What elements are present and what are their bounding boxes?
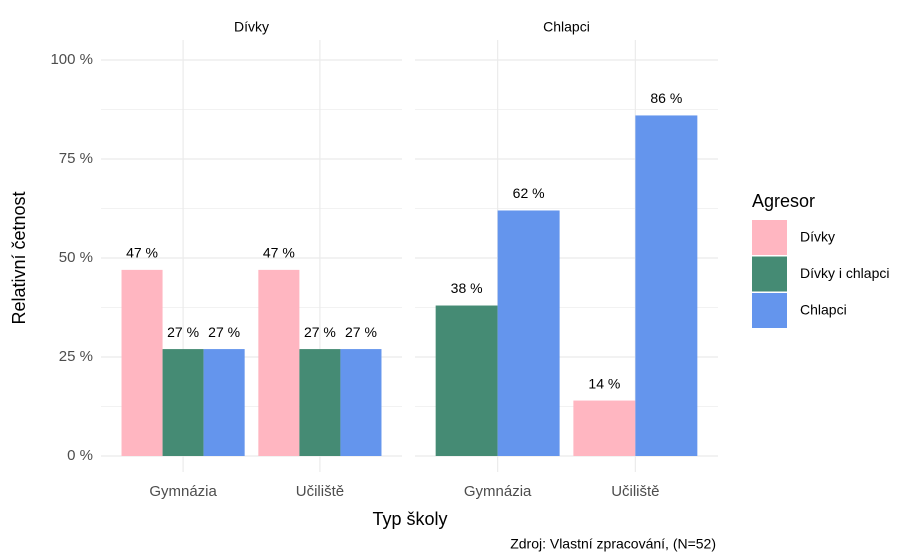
legend-swatch: [752, 220, 787, 255]
data-label: 14 %: [588, 375, 620, 391]
y-tick-label: 25 %: [59, 348, 93, 365]
bar: [121, 269, 163, 456]
legend-swatch: [752, 293, 787, 328]
bar: [635, 115, 698, 456]
data-label: 27 %: [304, 324, 336, 340]
y-tick-label: 75 %: [59, 150, 93, 167]
legend-swatch: [752, 256, 787, 292]
x-axis-label: Typ školy: [372, 509, 447, 529]
legend-title: Agresor: [752, 191, 815, 211]
bar: [258, 269, 300, 456]
y-tick-label: 50 %: [59, 249, 93, 266]
data-label: 86 %: [650, 90, 682, 106]
data-label: 27 %: [208, 324, 240, 340]
data-label: 27 %: [167, 324, 199, 340]
x-tick-label: Gymnázia: [464, 483, 532, 500]
bar: [497, 210, 560, 456]
data-label: 27 %: [345, 324, 377, 340]
legend-label: Dívky i chlapci: [800, 265, 889, 281]
legend-label: Chlapci: [800, 302, 847, 318]
x-tick-label: Učiliště: [611, 483, 659, 500]
y-tick-label: 0 %: [67, 447, 93, 464]
facet-title: Chlapci: [543, 19, 590, 35]
data-label: 38 %: [451, 280, 483, 296]
bar: [435, 305, 498, 456]
data-label: 62 %: [513, 185, 545, 201]
data-label: 47 %: [126, 245, 158, 261]
y-tick-label: 100 %: [50, 51, 93, 68]
bar: [203, 349, 245, 456]
x-tick-label: Gymnázia: [149, 483, 217, 500]
bar: [340, 349, 382, 456]
y-axis-label: Relativní četnost: [9, 191, 29, 324]
bar: [573, 400, 636, 456]
bar: [299, 349, 341, 456]
bar: [162, 349, 204, 456]
data-label: 47 %: [263, 245, 295, 261]
x-tick-label: Učiliště: [296, 483, 344, 500]
legend-label: Dívky: [800, 229, 835, 245]
caption: Zdroj: Vlastní zpracování, (N=52): [510, 536, 716, 552]
facet-title: Dívky: [234, 19, 269, 35]
